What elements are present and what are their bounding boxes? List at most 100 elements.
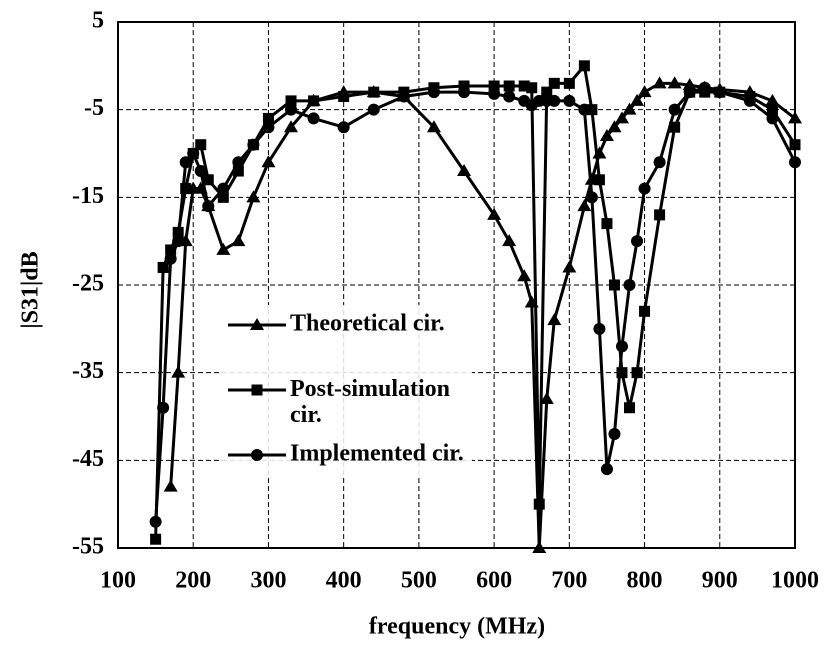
marker (683, 86, 696, 99)
marker (630, 93, 645, 106)
marker (548, 94, 561, 107)
marker (164, 252, 177, 265)
marker (195, 139, 207, 151)
marker (149, 515, 162, 528)
marker (487, 207, 502, 220)
marker (541, 86, 553, 98)
marker (539, 391, 554, 404)
marker (526, 82, 538, 94)
legend-label: Theoretical cir. (290, 311, 445, 337)
marker (488, 80, 500, 92)
y-tick-label: -15 (72, 183, 104, 209)
marker (585, 191, 598, 204)
x-axis-title: frequency (MHz) (369, 614, 545, 640)
marker (562, 260, 577, 273)
marker (163, 479, 178, 492)
marker (187, 147, 200, 160)
marker (261, 155, 276, 168)
marker (789, 156, 801, 169)
marker (458, 80, 470, 92)
marker (743, 94, 756, 107)
marker (578, 60, 590, 72)
x-tick-label: 600 (476, 568, 512, 594)
x-tick-label: 900 (702, 568, 738, 594)
x-tick-label: 200 (175, 568, 211, 594)
marker (307, 112, 320, 125)
marker (368, 86, 380, 98)
marker (765, 93, 780, 106)
marker (194, 165, 207, 178)
marker (338, 91, 350, 103)
marker (285, 95, 297, 107)
x-tick-label: 500 (401, 568, 437, 594)
marker (503, 80, 515, 92)
marker (171, 365, 186, 378)
marker (563, 77, 575, 89)
marker (578, 103, 591, 116)
x-tick-label: 400 (326, 568, 362, 594)
marker (367, 103, 380, 116)
marker (517, 269, 532, 282)
marker (216, 242, 231, 255)
marker (179, 156, 192, 169)
y-tick-label: -55 (72, 534, 104, 560)
y-tick-label: 5 (92, 8, 104, 34)
marker (457, 164, 472, 177)
marker (503, 90, 516, 103)
marker (653, 156, 666, 169)
y-tick-label: -35 (72, 358, 104, 384)
marker (713, 86, 726, 99)
marker (518, 80, 530, 92)
marker (284, 120, 299, 133)
marker (337, 121, 350, 134)
marker (788, 111, 802, 124)
plot-frame (117, 21, 796, 549)
marker (614, 111, 629, 124)
y-tick-label: -5 (84, 95, 104, 121)
marker (157, 401, 170, 414)
marker (262, 121, 275, 134)
marker (458, 86, 471, 99)
legend-label: Post-simulation cir. (290, 376, 450, 428)
legend-label-line: Post-simulation (290, 376, 450, 402)
x-tick-label: 800 (627, 568, 663, 594)
marker (547, 313, 562, 326)
marker (593, 322, 606, 335)
marker (624, 402, 636, 414)
marker (172, 235, 185, 248)
marker (427, 86, 440, 99)
marker (285, 103, 298, 116)
marker (250, 318, 264, 330)
marker (601, 218, 613, 230)
marker (698, 81, 711, 94)
marker (231, 234, 246, 247)
marker (607, 120, 622, 133)
marker (616, 367, 628, 379)
marker (251, 384, 263, 396)
marker (202, 174, 214, 186)
marker (638, 182, 651, 195)
marker (600, 463, 613, 476)
marker (563, 94, 576, 107)
marker (599, 128, 614, 141)
marker (766, 112, 779, 125)
marker (532, 541, 547, 553)
marker (308, 95, 320, 107)
marker (232, 165, 244, 177)
marker (631, 235, 644, 248)
y-tick-label: -45 (72, 446, 104, 472)
marker (548, 77, 560, 89)
marker (669, 121, 681, 133)
marker (426, 120, 441, 133)
marker (217, 191, 229, 203)
x-tick-label: 1000 (771, 568, 819, 594)
marker (654, 209, 666, 221)
marker (668, 103, 681, 116)
marker (180, 183, 192, 195)
marker (251, 449, 263, 461)
marker (586, 104, 598, 116)
marker (202, 200, 215, 213)
marker (157, 261, 169, 273)
x-tick-label: 700 (551, 568, 587, 594)
marker (232, 156, 245, 169)
